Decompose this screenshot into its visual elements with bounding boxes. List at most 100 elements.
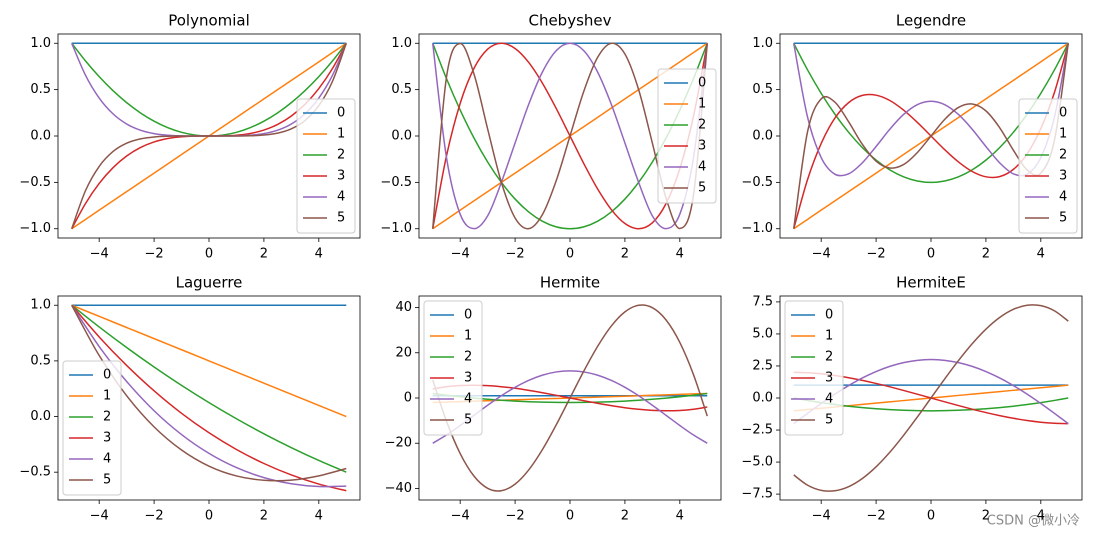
legend-box xyxy=(423,300,483,436)
x-tick-label: 0 xyxy=(205,247,213,262)
y-tick-label: −7.5 xyxy=(741,487,773,502)
legend-label: 1 xyxy=(698,97,706,112)
legend-label: 1 xyxy=(1059,127,1067,142)
series-line xyxy=(71,304,347,418)
y-tick-label: 0.5 xyxy=(30,82,51,97)
x-tick-label: 4 xyxy=(315,247,323,262)
y-tick-label: −5.0 xyxy=(741,455,773,470)
y-tick-label: 0.0 xyxy=(30,129,51,144)
y-tick-label: 2.5 xyxy=(752,358,773,373)
legend-label: 1 xyxy=(825,329,833,344)
x-tick-label: 4 xyxy=(676,247,684,262)
legend-box xyxy=(784,300,844,436)
y-tick-label: 0.0 xyxy=(30,409,51,424)
x-tick-label: 2 xyxy=(621,509,629,524)
axes-frame xyxy=(779,295,1083,501)
x-tick-label: −2 xyxy=(145,247,164,262)
y-tick-label: 1.0 xyxy=(391,36,412,51)
legend-label: 4 xyxy=(1059,190,1067,205)
y-tick-label: −40 xyxy=(385,481,412,496)
legend-label: 0 xyxy=(337,106,345,121)
y-tick-label: 5.0 xyxy=(752,326,773,341)
x-tick-label: 0 xyxy=(205,509,213,524)
subplot-title: Hermite xyxy=(540,274,600,292)
legend-box xyxy=(296,98,356,234)
legend-label: 1 xyxy=(337,127,345,142)
x-tick-label: −4 xyxy=(90,247,109,262)
axes-frame xyxy=(779,33,1083,239)
subplot-title: Laguerre xyxy=(176,274,243,292)
x-tick-label: −2 xyxy=(506,509,525,524)
legend-label: 0 xyxy=(698,76,706,91)
y-tick-label: 1.0 xyxy=(752,36,773,51)
legend-label: 5 xyxy=(1059,211,1067,226)
subplot-title: Chebyshev xyxy=(528,12,611,30)
x-tick-label: −2 xyxy=(867,509,886,524)
legend-label: 0 xyxy=(103,368,111,383)
legend-label: 3 xyxy=(103,431,111,446)
y-tick-label: 1.0 xyxy=(30,298,51,313)
x-tick-label: −2 xyxy=(506,247,525,262)
axes-frame xyxy=(57,295,361,501)
y-tick-label: −0.5 xyxy=(380,175,412,190)
x-tick-label: 4 xyxy=(676,509,684,524)
legend: 0 1 2 3 4 5 xyxy=(1018,98,1078,234)
x-tick-label: 0 xyxy=(566,247,574,262)
legend: 0 1 2 3 4 5 xyxy=(657,68,717,204)
subplot-title: Legendre xyxy=(896,12,966,30)
y-tick-label: −1.0 xyxy=(380,221,412,236)
x-tick-label: 2 xyxy=(621,247,629,262)
y-tick-label: 0.5 xyxy=(391,82,412,97)
legend-label: 2 xyxy=(337,148,345,163)
subplot-title: HermiteE xyxy=(896,274,966,292)
y-tick-label: −0.5 xyxy=(19,175,51,190)
legend-box xyxy=(1018,98,1078,234)
x-tick-label: −4 xyxy=(812,509,831,524)
y-tick-label: −0.5 xyxy=(19,465,51,480)
legend-label: 4 xyxy=(825,392,833,407)
series-line xyxy=(793,304,1069,492)
legend-label: 5 xyxy=(698,181,706,196)
subplot-title: Polynomial xyxy=(168,12,250,30)
legend-box xyxy=(62,360,122,496)
x-tick-label: −4 xyxy=(90,509,109,524)
legend: 0 1 2 3 4 5 xyxy=(784,300,844,436)
y-tick-label: 0 xyxy=(404,391,412,406)
x-tick-label: −4 xyxy=(812,247,831,262)
legend-label: 4 xyxy=(337,190,345,205)
legend-label: 1 xyxy=(464,329,472,344)
x-tick-label: 0 xyxy=(566,509,574,524)
x-tick-label: 0 xyxy=(927,509,935,524)
legend-label: 4 xyxy=(464,392,472,407)
series-line xyxy=(71,304,347,492)
legend-label: 3 xyxy=(698,139,706,154)
y-tick-label: 20 xyxy=(395,345,412,360)
x-tick-label: 4 xyxy=(1037,247,1045,262)
x-tick-label: 0 xyxy=(927,247,935,262)
watermark: CSDN @微小冷 xyxy=(987,514,1080,529)
legend-label: 5 xyxy=(103,473,111,488)
y-tick-label: 0.5 xyxy=(30,353,51,368)
legend: 0 1 2 3 4 5 xyxy=(296,98,356,234)
legend-label: 2 xyxy=(464,350,472,365)
x-tick-label: 2 xyxy=(982,247,990,262)
legend-label: 5 xyxy=(337,211,345,226)
axes-frame xyxy=(57,33,361,239)
axes-frame xyxy=(418,33,722,239)
x-tick-label: 2 xyxy=(260,247,268,262)
legend-label: 2 xyxy=(103,410,111,425)
legend: 0 1 2 3 4 5 xyxy=(423,300,483,436)
series-line xyxy=(71,304,347,473)
legend-label: 5 xyxy=(825,413,833,428)
y-tick-label: 0.0 xyxy=(752,129,773,144)
x-tick-label: −2 xyxy=(867,247,886,262)
legend: 0 1 2 3 4 5 xyxy=(62,360,122,496)
legend-label: 3 xyxy=(825,371,833,386)
y-tick-label: −1.0 xyxy=(19,221,51,236)
legend-label: 3 xyxy=(464,371,472,386)
y-tick-label: −0.5 xyxy=(741,175,773,190)
legend-label: 0 xyxy=(825,308,833,323)
x-tick-label: −4 xyxy=(451,509,470,524)
